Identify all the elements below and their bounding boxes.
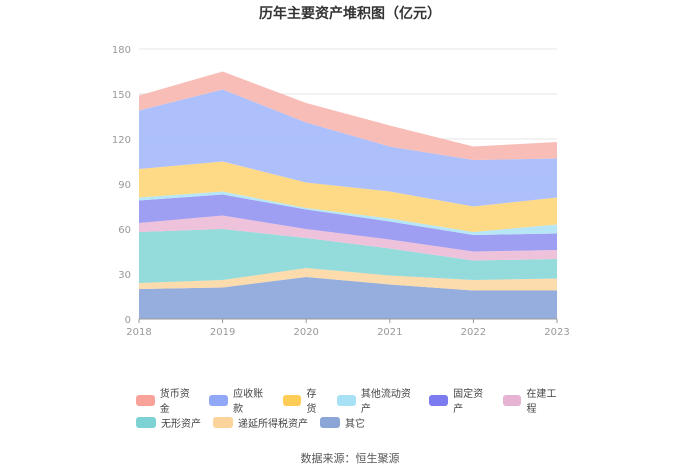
legend-swatch xyxy=(209,394,229,406)
legend-label: 货币资金 xyxy=(159,389,190,415)
legend-swatch xyxy=(136,394,155,406)
y-tick-label: 120 xyxy=(112,135,131,146)
area-series-9 xyxy=(139,71,557,160)
legend-swatch xyxy=(502,394,522,406)
area-series-4 xyxy=(139,215,557,261)
legend-row: 货币资金 应收账款 存货 其他流动资产 固定资产 在建工程 xyxy=(136,389,576,415)
legend-item[interactable]: 存货 xyxy=(282,385,325,415)
data-source-note: 数据来源：恒生聚源 xyxy=(300,452,400,465)
x-tick-label: 2020 xyxy=(293,327,318,338)
legend-label: 在建工程 xyxy=(526,389,557,415)
stacked-area-chart: 0 30 60 90 120 150 180 2018 2019 2020 2021 2022 2023 xyxy=(112,45,570,338)
area-series-1 xyxy=(139,277,557,319)
chart-title: 历年主要资产堆积图（亿元） xyxy=(259,6,441,22)
axes: 0 30 60 90 120 150 180 2018 2019 2020 2021 2022 2023 xyxy=(112,45,570,338)
legend-swatch xyxy=(213,416,233,428)
y-tick-label: 90 xyxy=(118,180,131,191)
legend-label: 应收账款 xyxy=(233,389,264,415)
y-tick-label: 30 xyxy=(118,270,131,281)
y-tick-label: 180 xyxy=(112,45,131,56)
legend-swatch xyxy=(429,394,449,406)
legend-swatch xyxy=(337,394,356,406)
y-tick-label: 150 xyxy=(112,90,131,101)
legend-row: 无形资产 递延所得税资产 其它 xyxy=(136,411,576,433)
area-series-5 xyxy=(139,194,557,252)
legend-item[interactable]: 固定资产 xyxy=(429,385,490,415)
area-series-8 xyxy=(139,89,557,207)
area-series-layer xyxy=(139,71,557,319)
y-tick-label: 60 xyxy=(118,225,131,236)
area-series-2 xyxy=(139,268,557,291)
legend-label: 存货 xyxy=(306,389,317,415)
x-tick-label: 2021 xyxy=(377,327,402,338)
x-tick-label: 2022 xyxy=(461,327,486,338)
legend-item[interactable]: 其它 xyxy=(320,415,365,430)
legend-item[interactable]: 应收账款 xyxy=(209,385,270,415)
legend-label: 固定资产 xyxy=(453,389,484,415)
legend-label: 递延所得税资产 xyxy=(238,418,308,430)
legend-swatch xyxy=(282,394,302,406)
legend-item[interactable]: 货币资金 xyxy=(136,385,197,415)
legend-label: 其它 xyxy=(345,418,365,430)
legend-item[interactable]: 递延所得税资产 xyxy=(213,415,308,430)
legend-item[interactable]: 其他流动资产 xyxy=(337,385,417,415)
area-series-7 xyxy=(139,161,557,232)
legend: 货币资金 应收账款 存货 其他流动资产 固定资产 在建工程无形资产 递延所得税资产 其它 xyxy=(136,389,576,433)
legend-label: 其他流动资产 xyxy=(360,389,411,415)
legend-label: 无形资产 xyxy=(161,418,201,430)
x-tick-label: 2023 xyxy=(544,327,569,338)
legend-item[interactable]: 无形资产 xyxy=(136,415,201,430)
legend-swatch xyxy=(320,416,340,428)
legend-swatch xyxy=(136,416,156,428)
x-tick-label: 2018 xyxy=(126,327,151,338)
legend-item[interactable]: 在建工程 xyxy=(502,385,564,415)
area-series-3 xyxy=(139,229,557,283)
x-tick-label: 2019 xyxy=(210,327,235,338)
y-tick-label: 0 xyxy=(125,315,131,326)
